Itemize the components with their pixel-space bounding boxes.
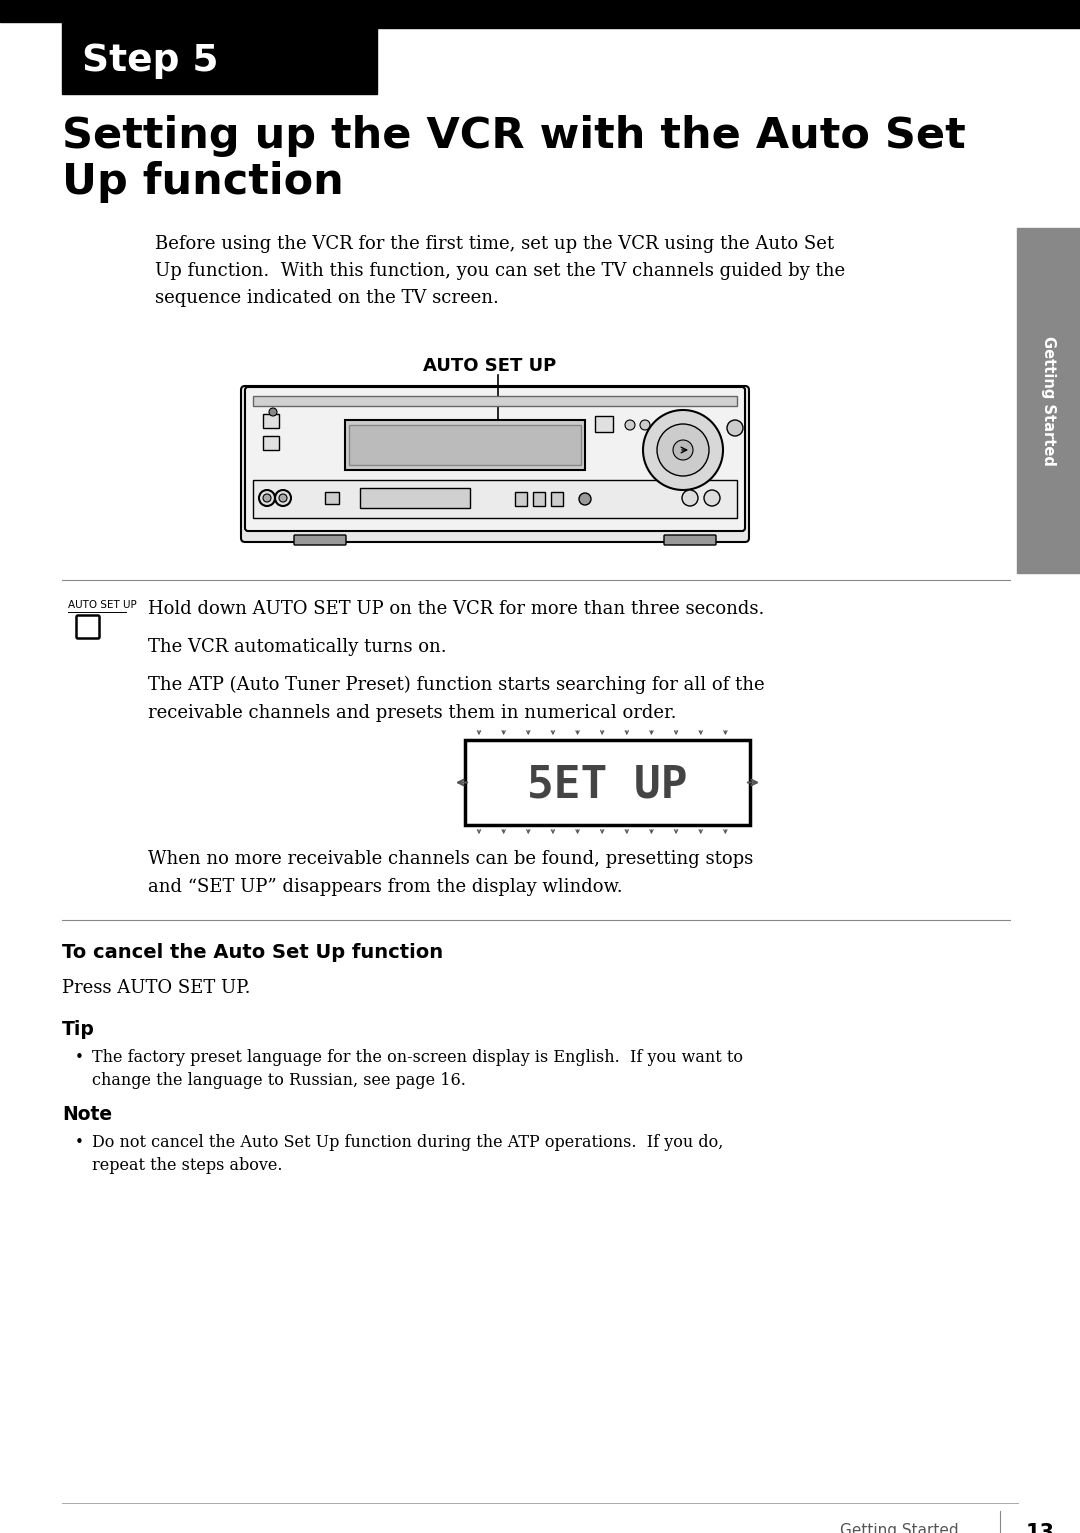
Text: sequence indicated on the TV screen.: sequence indicated on the TV screen. bbox=[156, 290, 499, 307]
Circle shape bbox=[704, 491, 720, 506]
Text: Setting up the VCR with the Auto Set: Setting up the VCR with the Auto Set bbox=[62, 115, 966, 156]
Bar bbox=[0, 0, 1080, 21]
Bar bbox=[551, 492, 563, 506]
Text: Hold down AUTO SET UP on the VCR for more than three seconds.: Hold down AUTO SET UP on the VCR for mor… bbox=[148, 599, 765, 618]
Circle shape bbox=[673, 440, 693, 460]
Text: and “SET UP” disappears from the display wlindow.: and “SET UP” disappears from the display… bbox=[148, 878, 623, 895]
Text: Note: Note bbox=[62, 1105, 112, 1124]
Text: 5ET UP: 5ET UP bbox=[527, 763, 688, 806]
Circle shape bbox=[275, 491, 291, 506]
FancyBboxPatch shape bbox=[77, 616, 99, 639]
Circle shape bbox=[269, 408, 276, 415]
Text: repeat the steps above.: repeat the steps above. bbox=[92, 1157, 283, 1174]
Text: AUTO SET UP: AUTO SET UP bbox=[423, 357, 556, 376]
Circle shape bbox=[681, 491, 698, 506]
Text: change the language to Russian, see page 16.: change the language to Russian, see page… bbox=[92, 1072, 465, 1088]
Bar bbox=[264, 414, 279, 428]
Circle shape bbox=[657, 425, 708, 477]
Circle shape bbox=[643, 409, 723, 491]
Circle shape bbox=[625, 420, 635, 429]
Bar bbox=[349, 425, 581, 464]
Bar bbox=[264, 435, 279, 451]
Text: Step 5: Step 5 bbox=[82, 43, 218, 80]
Text: Before using the VCR for the first time, set up the VCR using the Auto Set: Before using the VCR for the first time,… bbox=[156, 235, 834, 253]
FancyBboxPatch shape bbox=[245, 386, 745, 530]
Circle shape bbox=[259, 491, 275, 506]
Text: The factory preset language for the on-screen display is English.  If you want t: The factory preset language for the on-s… bbox=[92, 1049, 743, 1065]
Text: Up function: Up function bbox=[62, 161, 343, 202]
Bar bbox=[360, 487, 470, 507]
Text: Tip: Tip bbox=[62, 1019, 95, 1039]
Bar bbox=[1017, 228, 1080, 573]
Bar bbox=[515, 492, 527, 506]
Text: receivable channels and presets them in numerical order.: receivable channels and presets them in … bbox=[148, 704, 676, 722]
Bar bbox=[377, 21, 1080, 28]
Text: •: • bbox=[75, 1134, 84, 1150]
Text: The ATP (Auto Tuner Preset) function starts searching for all of the: The ATP (Auto Tuner Preset) function sta… bbox=[148, 676, 765, 694]
Text: Getting Started: Getting Started bbox=[840, 1522, 959, 1533]
Text: •: • bbox=[75, 1050, 84, 1065]
Bar bbox=[345, 420, 585, 471]
Bar bbox=[62, 21, 377, 94]
Bar bbox=[465, 740, 750, 825]
Circle shape bbox=[654, 420, 665, 429]
Text: Up function.  With this function, you can set the TV channels guided by the: Up function. With this function, you can… bbox=[156, 262, 846, 281]
Circle shape bbox=[727, 420, 743, 435]
Bar bbox=[325, 492, 339, 504]
FancyBboxPatch shape bbox=[294, 535, 346, 546]
Text: Press AUTO SET UP.: Press AUTO SET UP. bbox=[62, 980, 251, 996]
Circle shape bbox=[640, 420, 650, 429]
Text: 13: 13 bbox=[1026, 1522, 1054, 1533]
Bar bbox=[253, 480, 737, 518]
FancyBboxPatch shape bbox=[241, 386, 750, 543]
Bar bbox=[253, 396, 737, 406]
Circle shape bbox=[264, 494, 271, 501]
Text: To cancel the Auto Set Up function: To cancel the Auto Set Up function bbox=[62, 943, 443, 963]
Circle shape bbox=[279, 494, 287, 501]
Text: Getting Started: Getting Started bbox=[1041, 336, 1056, 466]
Text: Do not cancel the Auto Set Up function during the ATP operations.  If you do,: Do not cancel the Auto Set Up function d… bbox=[92, 1134, 724, 1151]
Text: AUTO SET UP: AUTO SET UP bbox=[68, 599, 137, 610]
Text: The VCR automatically turns on.: The VCR automatically turns on. bbox=[148, 638, 447, 656]
Bar bbox=[595, 415, 613, 432]
Text: When no more receivable channels can be found, presetting stops: When no more receivable channels can be … bbox=[148, 849, 753, 868]
Bar bbox=[534, 492, 545, 506]
FancyBboxPatch shape bbox=[664, 535, 716, 546]
Circle shape bbox=[579, 494, 591, 504]
